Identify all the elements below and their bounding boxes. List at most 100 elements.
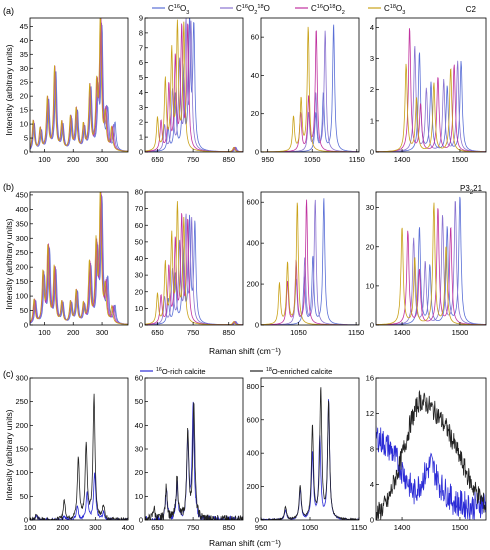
y-tick-label: 200 [15,263,28,272]
x-tick-label: 1150 [348,328,364,337]
y-tick-label: 40 [20,36,28,45]
y-tick-label: 40 [135,254,143,263]
x-tick-label: 200 [67,328,80,337]
y-tick-label: 16 [366,374,374,383]
row-b-label: (b) [3,182,14,192]
series-line-c1-0 [30,472,128,520]
plot-frame [144,17,244,153]
y-tick-label: 0 [24,516,28,525]
plot-frame [29,377,129,521]
chart-panel-a4: 1400 1500 0 1 2 3 4 [370,17,487,164]
y-tick-label: 0 [139,148,143,157]
series-line-c4-1 [376,389,486,520]
x-tick-label: 650 [151,155,164,164]
chart-panel-b2: 650 750 850 0 10 20 30 40 50 60 70 80 [135,188,244,337]
y-tick-label: 600 [246,415,259,424]
series-line-a1-3 [30,18,128,152]
y-tick-label: 25 [20,78,28,87]
x-tick-label: 1500 [452,155,469,164]
chart-panel-b3: 1050 1150 0 200 400 600 [246,191,364,337]
legend-row-c: 16O-rich calcite 18O-enriched calcite [140,367,332,376]
y-tick-label: 15 [20,106,28,115]
series-line-b3-2 [261,199,359,325]
legend-label: 18O-enriched calcite [266,367,332,376]
x-tick-label: 300 [96,155,109,164]
x-tick-label: 200 [67,155,80,164]
y-tick-label: 400 [246,449,259,458]
x-tick-label: 200 [56,523,69,532]
x-tick-label: 950 [255,523,268,532]
y-tick-label: 100 [15,468,28,477]
x-tick-label: 1500 [452,523,469,532]
y-tick-label: 3 [139,103,143,112]
y-tick-label: 8 [370,445,374,454]
x-tick-label: 1400 [394,523,411,532]
series-line-b1-3 [30,192,128,325]
y-tick-label: 0 [255,148,259,157]
row-c-xlabel: Raman shift (cm⁻¹) [209,538,281,548]
x-tick-label: 100 [38,328,51,337]
y-tick-label: 10 [135,304,143,313]
series-line-a4-1 [376,46,486,152]
chart-panel-b4: 1400 1500 0 10 20 30 [366,191,487,337]
y-tick-label: 10 [135,492,143,501]
plot-frame [29,191,129,326]
y-tick-label: 20 [366,242,374,251]
y-tick-label: 600 [246,198,259,207]
series-line-b1-0 [30,196,128,325]
chart-panel-a1: 100 200 300 0 5 10 15 20 25 30 35 40 45 [20,17,129,164]
series-line-b1-2 [30,192,128,325]
chart-panel-c1: 100 200 300 400 0 50 100 150 200 250 300 [15,374,134,533]
x-tick-label: 850 [222,523,235,532]
y-tick-label: 80 [135,188,143,197]
y-tick-label: 3 [370,54,374,63]
y-tick-label: 300 [15,234,28,243]
series-line-b3-1 [261,199,359,325]
row-ab-xlabel: Raman shift (cm⁻¹) [209,346,281,356]
series-line-b3-0 [261,198,359,325]
x-tick-label: 850 [222,328,235,337]
y-tick-label: 0 [139,516,143,525]
plot-frame [29,17,129,153]
y-tick-label: 0 [139,321,143,330]
x-tick-label: 650 [151,328,164,337]
y-tick-label: 8 [139,28,143,37]
y-tick-label: 0 [370,516,374,525]
series-line-a1-0 [30,24,128,152]
y-tick-label: 100 [15,292,28,301]
y-tick-label: 6 [139,58,143,67]
y-tick-label: 800 [246,382,259,391]
x-tick-label: 1500 [452,328,469,337]
x-tick-label: 650 [151,523,164,532]
x-tick-label: 750 [187,523,200,532]
y-tick-label: 10 [20,120,28,129]
plot-frame [375,17,487,153]
y-tick-label: 20 [135,468,143,477]
chart-panel-c2: 650 750 850 0 10 20 30 40 50 60 [135,374,244,532]
y-tick-label: 0 [255,321,259,330]
y-tick-label: 30 [135,271,143,280]
y-tick-label: 30 [20,64,28,73]
series-line-a4-3 [376,63,486,152]
y-tick-label: 0 [370,148,374,157]
y-tick-label: 7 [139,43,143,52]
y-tick-label: 10 [366,281,374,290]
row-a-ylabel: Intensity (arbitrary units) [4,44,14,135]
y-tick-label: 400 [246,239,259,248]
legend-label: C18O3 [384,4,405,16]
y-tick-label: 400 [15,205,28,214]
y-tick-label: 40 [135,421,143,430]
x-tick-label: 750 [187,328,200,337]
legend-label: C16O3 [168,4,189,16]
y-tick-label: 20 [135,287,143,296]
y-tick-label: 200 [15,421,28,430]
legend-row-a: C16O3 C16O218O C16O18O2 C18O3 [152,4,405,16]
x-tick-label: 1150 [349,155,365,164]
y-tick-label: 30 [135,445,143,454]
y-tick-label: 50 [20,306,28,315]
y-tick-label: 45 [20,22,28,31]
plot-frame [260,191,360,326]
y-tick-label: 450 [15,190,28,199]
